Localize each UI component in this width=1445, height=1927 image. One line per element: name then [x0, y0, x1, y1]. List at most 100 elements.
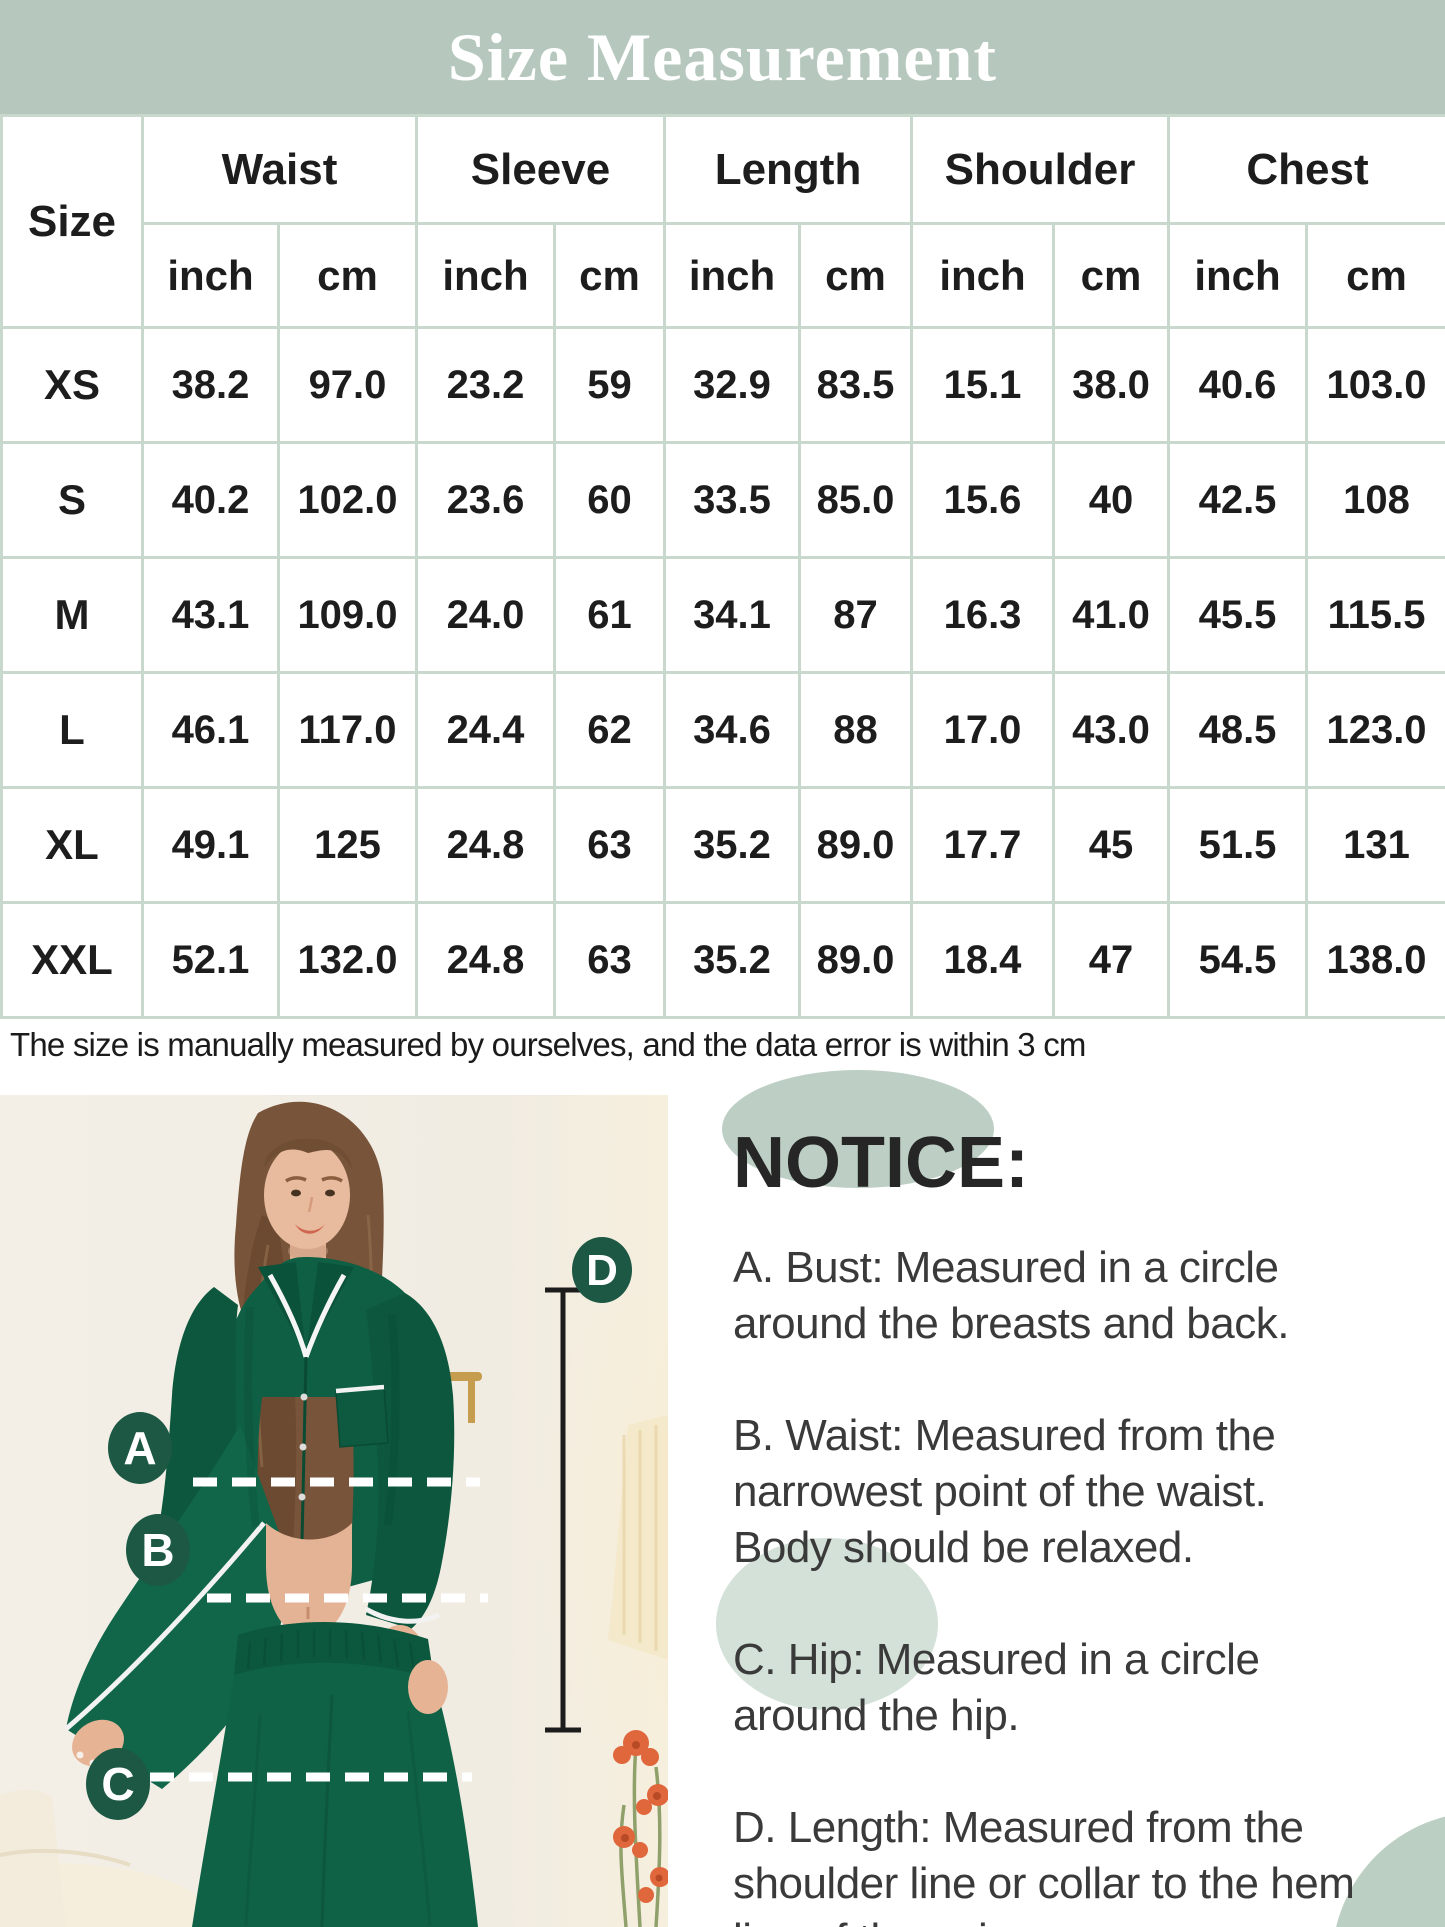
size-value-cell: 42.5	[1167, 441, 1309, 559]
size-value-cell: 45	[1052, 786, 1171, 904]
size-label-cell: S	[0, 441, 144, 559]
marker-b-icon: B	[126, 1514, 190, 1586]
column-header-shoulder: Shoulder	[910, 114, 1171, 225]
notice-item-waist: B. Waist: Measured from the narrowest po…	[733, 1408, 1423, 1576]
unit-cell: inch	[1167, 222, 1309, 329]
size-label-cell: L	[0, 671, 144, 789]
length-measure-line	[545, 1287, 581, 1733]
size-value-cell: 15.1	[910, 326, 1056, 444]
size-value-cell: 54.5	[1167, 901, 1309, 1019]
size-row: XL 49.1 125 24.8 63 35.2 89.0 17.7 45 51…	[0, 786, 1445, 904]
flowers	[613, 1730, 670, 1927]
column-header-length: Length	[662, 114, 914, 225]
unit-header-row: inch cm inch cm inch cm inch cm inch cm	[2, 222, 1445, 329]
size-value-cell: 33.5	[663, 441, 801, 559]
size-row: L 46.1 117.0 24.4 62 34.6 88 17.0 43.0 4…	[0, 671, 1445, 789]
decorative-circle	[716, 1538, 938, 1710]
size-value-cell: 117.0	[277, 671, 418, 789]
size-value-cell: 89.0	[797, 901, 914, 1019]
size-value-cell: 132.0	[277, 901, 418, 1019]
column-header-size: Size	[0, 114, 144, 329]
size-value-cell: 103.0	[1305, 326, 1445, 444]
product-photo: A B C D	[0, 1095, 805, 1927]
notice-item-hip: C. Hip: Measured in a circle around the …	[733, 1632, 1423, 1744]
marker-a-icon: A	[108, 1412, 172, 1484]
notice-line: C. Hip: Measured in a circle	[733, 1635, 1260, 1684]
size-value-cell: 24.4	[415, 671, 556, 789]
size-value-cell: 63	[553, 786, 666, 904]
size-value-cell: 43.1	[141, 556, 280, 674]
size-value-cell: 40.2	[141, 441, 280, 559]
notice-line: shoulder line or collar to the hem	[733, 1859, 1355, 1908]
measurement-note: The size is manually measured by ourselv…	[10, 1026, 1086, 1063]
size-value-cell: 35.2	[663, 901, 801, 1019]
notice-line: Body should be relaxed.	[733, 1523, 1194, 1572]
notice-line: around the hip.	[733, 1691, 1020, 1740]
size-value-cell: 60	[553, 441, 666, 559]
marker-c-icon: C	[86, 1748, 150, 1820]
measurement-annotations: A B C D	[86, 1237, 632, 1820]
size-value-cell: 47	[1052, 901, 1171, 1019]
size-value-cell: 38.0	[1052, 326, 1171, 444]
size-label-cell: XXL	[0, 901, 144, 1019]
marker-b-label: B	[141, 1524, 174, 1576]
size-value-cell: 49.1	[141, 786, 280, 904]
couch	[0, 1789, 215, 1927]
size-value-cell: 102.0	[277, 441, 418, 559]
size-value-cell: 48.5	[1167, 671, 1309, 789]
size-value-cell: 59	[553, 326, 666, 444]
size-value-cell: 34.1	[663, 556, 801, 674]
size-value-cell: 24.8	[415, 901, 556, 1019]
size-value-cell: 63	[553, 901, 666, 1019]
notice-line: around the breasts and back.	[733, 1299, 1289, 1348]
marker-c-label: C	[101, 1758, 134, 1810]
notice-body: A. Bust: Measured in a circle around the…	[733, 1240, 1423, 1927]
size-value-cell: 43.0	[1052, 671, 1171, 789]
decorative-circle	[722, 1070, 994, 1188]
size-value-cell: 85.0	[797, 441, 914, 559]
size-value-cell: 15.6	[910, 441, 1056, 559]
size-value-cell: 62	[553, 671, 666, 789]
size-value-cell: 61	[553, 556, 666, 674]
unit-cell: cm	[553, 222, 666, 329]
size-value-cell: 24.0	[415, 556, 556, 674]
notice-line: D. Length: Measured from the	[733, 1803, 1304, 1852]
size-row: M 43.1 109.0 24.0 61 34.1 87 16.3 41.0 4…	[0, 556, 1445, 674]
page-title: Size Measurement	[447, 18, 998, 95]
size-row: S 40.2 102.0 23.6 60 33.5 85.0 15.6 40 4…	[0, 441, 1445, 559]
marker-d-icon: D	[572, 1237, 632, 1303]
notice-item-bust: A. Bust: Measured in a circle around the…	[733, 1240, 1423, 1352]
column-header-sleeve: Sleeve	[415, 114, 666, 225]
size-value-cell: 17.7	[910, 786, 1056, 904]
size-value-cell: 131	[1305, 786, 1445, 904]
notice-line: A. Bust: Measured in a circle	[733, 1243, 1279, 1292]
size-value-cell: 18.4	[910, 901, 1056, 1019]
column-header-chest: Chest	[1167, 114, 1445, 225]
unit-cell: inch	[910, 222, 1056, 329]
size-label-cell: XS	[0, 326, 144, 444]
size-row: XXL 52.1 132.0 24.8 63 35.2 89.0 18.4 47…	[0, 901, 1445, 1019]
size-value-cell: 23.2	[415, 326, 556, 444]
unit-cell: cm	[1305, 222, 1445, 329]
size-value-cell: 24.8	[415, 786, 556, 904]
size-label-cell: XL	[0, 786, 144, 904]
size-value-cell: 87	[797, 556, 914, 674]
size-value-cell: 125	[277, 786, 418, 904]
size-value-cell: 40	[1052, 441, 1171, 559]
notice-item-length: D. Length: Measured from the shoulder li…	[733, 1800, 1423, 1927]
column-header-waist: Waist	[141, 114, 418, 225]
size-value-cell: 34.6	[663, 671, 801, 789]
marker-a-label: A	[123, 1422, 156, 1474]
size-measurement-table: Size Waist Sleeve Length Shoulder Chest …	[0, 114, 1445, 1019]
size-value-cell: 32.9	[663, 326, 801, 444]
size-value-cell: 89.0	[797, 786, 914, 904]
size-value-cell: 40.6	[1167, 326, 1309, 444]
size-value-cell: 109.0	[277, 556, 418, 674]
unit-cell: inch	[141, 222, 280, 329]
size-value-cell: 83.5	[797, 326, 914, 444]
title-band: Size Measurement	[0, 0, 1445, 114]
size-value-cell: 17.0	[910, 671, 1056, 789]
size-value-cell: 23.6	[415, 441, 556, 559]
size-value-cell: 52.1	[141, 901, 280, 1019]
